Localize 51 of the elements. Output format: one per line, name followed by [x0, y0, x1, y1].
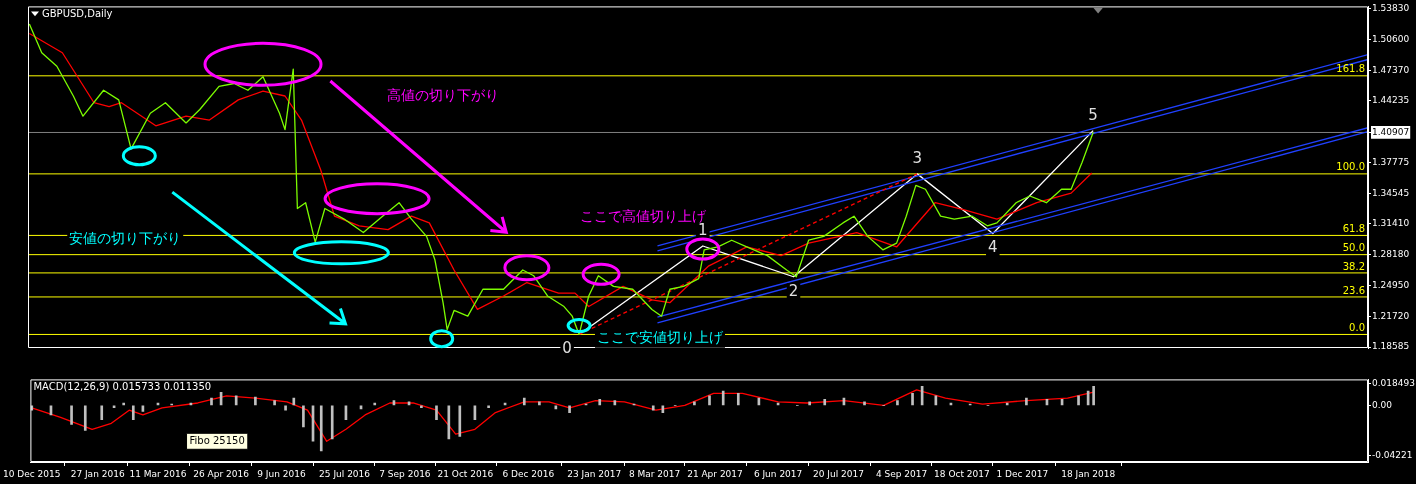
annotation: 38.2 — [1342, 260, 1365, 272]
y-tick-label: 0.00 — [1372, 399, 1393, 410]
x-tick-label: 20 Jul 2017 — [812, 468, 864, 479]
y-tick-label: 1.24950 — [1372, 280, 1410, 291]
x-tick-label: 21 Oct 2016 — [437, 468, 494, 479]
annotation: 23.6 — [1342, 284, 1365, 296]
y-tick-label: 1.50600 — [1372, 33, 1410, 44]
x-tick-label: 6 Dec 2016 — [502, 468, 555, 479]
x-tick-label: 23 Jan 2017 — [567, 468, 622, 479]
y-tick-label: 1.34545 — [1372, 187, 1410, 198]
x-tick-label: 26 Apr 2016 — [193, 468, 250, 479]
y-tick-label: 1.37775 — [1372, 156, 1410, 167]
chart-title: GBPUSD,Daily — [42, 7, 113, 19]
annotation: 安値の切り下がり — [69, 230, 182, 247]
annotation: Fibo 25150 — [189, 434, 245, 446]
y-tick-label: 1.53830 — [1372, 2, 1410, 13]
x-tick-label: 18 Oct 2017 — [934, 468, 990, 479]
x-tick-label: 7 Sep 2016 — [379, 468, 431, 479]
x-tick-label: 18 Jan 2018 — [1061, 468, 1116, 479]
x-tick-label: 10 Dec 2015 — [3, 468, 61, 479]
x-tick-label: 4 Sep 2017 — [875, 468, 928, 479]
x-tick-label: 8 Mar 2017 — [628, 468, 681, 479]
annotation: 高値の切り下がり — [386, 86, 499, 103]
y-tick-label: 1.44235 — [1372, 94, 1410, 105]
y-tick-label: 1.28180 — [1372, 249, 1410, 260]
annotation: 5 — [1088, 105, 1098, 124]
y-tick-label: 1.47370 — [1372, 64, 1410, 75]
annotation: 50.0 — [1342, 242, 1365, 254]
y-tick-label: -0.04221 — [1372, 450, 1413, 461]
x-tick-label: 6 Jun 2017 — [753, 468, 803, 479]
annotation: 0.0 — [1349, 322, 1365, 334]
x-tick-label: 25 Jul 2016 — [319, 468, 371, 479]
x-tick-label: 27 Jan 2016 — [70, 468, 125, 479]
annotation: ここで安値切り上げ — [596, 329, 724, 346]
x-tick-label: 9 Jun 2016 — [257, 468, 306, 479]
annotation: 161.8 — [1336, 63, 1365, 75]
annotation: 2 — [788, 281, 799, 300]
y-tick-label: 1.31410 — [1372, 218, 1410, 229]
y-tick-label: 1.21720 — [1372, 311, 1410, 322]
annotation: 3 — [912, 148, 922, 167]
y-tick-label: 1.18585 — [1372, 341, 1410, 352]
annotation: 100.0 — [1336, 161, 1365, 173]
annotation: 0 — [562, 339, 572, 358]
x-tick-label: 11 Mar 2016 — [129, 468, 187, 479]
x-tick-label: 1 Dec 2017 — [996, 468, 1049, 479]
y-tick-label: 1.40907 — [1372, 126, 1410, 137]
x-tick-label: 21 Apr 2017 — [687, 468, 743, 479]
chart-title: MACD(12,26,9) 0.015733 0.011350 — [33, 380, 212, 392]
annotation: 61.8 — [1342, 223, 1365, 235]
y-tick-label: 0.018493 — [1372, 377, 1415, 388]
annotation: 4 — [988, 238, 998, 257]
